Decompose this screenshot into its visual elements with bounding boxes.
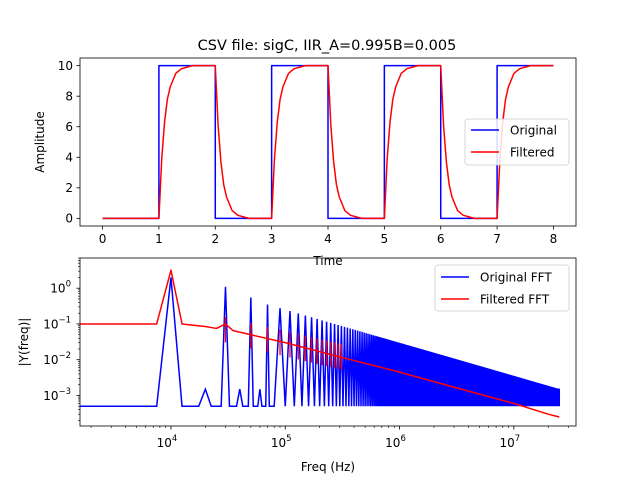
time-y-tick-label: 2 — [65, 181, 73, 195]
time-x-tick-label: 0 — [99, 232, 107, 246]
tick-base: 10 — [499, 436, 514, 450]
time-x-tick-label: 8 — [550, 232, 558, 246]
tick-exponent: 0 — [66, 280, 71, 290]
tick-exponent: −1 — [58, 315, 71, 325]
time-x-tick-label: 6 — [437, 232, 445, 246]
time-x-tick-label: 1 — [155, 232, 163, 246]
tick-base: 10 — [43, 317, 58, 331]
time-legend: Original Filtered — [465, 119, 569, 165]
time-x-axis-label: Time — [312, 254, 342, 268]
time-x-tick-label: 5 — [381, 232, 389, 246]
fft-legend: Original FFT Filtered FFT — [435, 265, 569, 311]
time-x-tick-label: 4 — [324, 232, 332, 246]
time-y-tick-label: 6 — [65, 120, 73, 134]
fft-x-axis-label: Freq (Hz) — [301, 460, 355, 474]
time-y-tick-label: 4 — [65, 151, 73, 165]
figure-title: CSV file: sigC, IIR_A=0.995B=0.005 — [198, 38, 457, 54]
tick-exponent: −3 — [58, 387, 71, 397]
tick-base: 10 — [43, 353, 58, 367]
time-y-tick-label: 0 — [65, 212, 73, 226]
tick-base: 10 — [157, 436, 172, 450]
time-x-tick-label: 2 — [211, 232, 219, 246]
fft-y-axis-label: |Y(freq)| — [17, 318, 31, 367]
tick-exponent: −2 — [58, 351, 71, 361]
legend-label-original: Original — [510, 124, 557, 138]
tick-base: 10 — [385, 436, 400, 450]
time-y-tick-label: 10 — [58, 59, 73, 73]
tick-base: 10 — [271, 436, 286, 450]
time-x-tick-label: 3 — [268, 232, 276, 246]
time-y-axis-label: Amplitude — [33, 111, 47, 173]
tick-exponent: 6 — [400, 434, 405, 444]
legend-label-filtered: Filtered — [510, 146, 554, 160]
tick-exponent: 5 — [286, 434, 291, 444]
time-x-tick-label: 7 — [493, 232, 501, 246]
tick-base: 10 — [50, 282, 65, 296]
tick-exponent: 4 — [172, 434, 177, 444]
time-y-tick-label: 8 — [65, 89, 73, 103]
legend-label-filtered-fft: Filtered FFT — [480, 293, 550, 307]
legend-label-original-fft: Original FFT — [480, 271, 552, 285]
tick-base: 10 — [43, 389, 58, 403]
tick-exponent: 7 — [515, 434, 520, 444]
